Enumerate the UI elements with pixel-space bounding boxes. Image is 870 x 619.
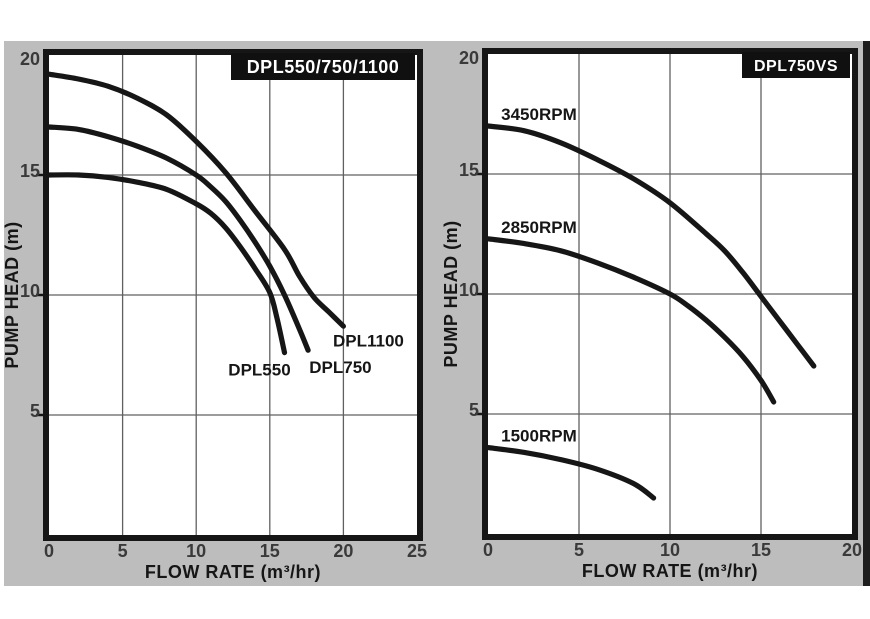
curve-dpl550 [46, 172, 288, 356]
curve-dpl1100 [46, 71, 346, 329]
chart-title: DPL750VS [754, 58, 838, 75]
x-tick-label-0: 0 [44, 541, 54, 561]
y-axis-title: PUMP HEAD (m) [441, 220, 461, 367]
x-axis-title: FLOW RATE (m³/hr) [145, 562, 321, 582]
y-tick-label-15: 15 [459, 160, 479, 180]
series-label-dpl550: DPL550 [228, 360, 290, 379]
series-label-2850rpm: 2850RPM [501, 218, 577, 237]
x-tick-label-5: 5 [118, 541, 128, 561]
x-axis-title: FLOW RATE (m³/hr) [582, 561, 758, 581]
plot-border-dpl750vs [482, 48, 858, 540]
y-tick-label-10: 10 [20, 281, 40, 301]
x-tick-label-20: 20 [333, 541, 353, 561]
y-tick-label-20: 20 [459, 48, 479, 68]
x-tick-label-10: 10 [186, 541, 206, 561]
curve-1500rpm [485, 445, 657, 501]
x-tick-label-20: 20 [842, 540, 862, 560]
chart-title-box [231, 53, 415, 80]
x-tick-label-5: 5 [574, 540, 584, 560]
chart-title-box [742, 52, 850, 78]
page-edge-strip [863, 41, 870, 586]
y-tick-label-10: 10 [459, 280, 479, 300]
series-label-dpl750: DPL750 [309, 358, 371, 377]
y-tick-label-15: 15 [20, 161, 40, 181]
y-axis-title: PUMP HEAD (m) [2, 221, 22, 368]
series-label-1500rpm: 1500RPM [501, 427, 577, 446]
curve-dpl750 [46, 124, 311, 353]
x-tick-label-25: 25 [407, 541, 427, 561]
series-label-dpl1100: DPL1100 [333, 332, 404, 351]
x-tick-label-15: 15 [260, 541, 280, 561]
y-tick-label-5: 5 [30, 401, 40, 421]
x-tick-label-10: 10 [660, 540, 680, 560]
x-tick-label-0: 0 [483, 540, 493, 560]
x-tick-label-15: 15 [751, 540, 771, 560]
curve-3450rpm [485, 123, 817, 369]
y-tick-label-5: 5 [469, 400, 479, 420]
curve-2850rpm [485, 236, 777, 405]
y-tick-label-20: 20 [20, 49, 40, 69]
series-label-3450rpm: 3450RPM [501, 105, 577, 124]
chart-title: DPL550/750/1100 [247, 57, 400, 77]
plot-border-dpl550-750-1100 [43, 49, 423, 541]
